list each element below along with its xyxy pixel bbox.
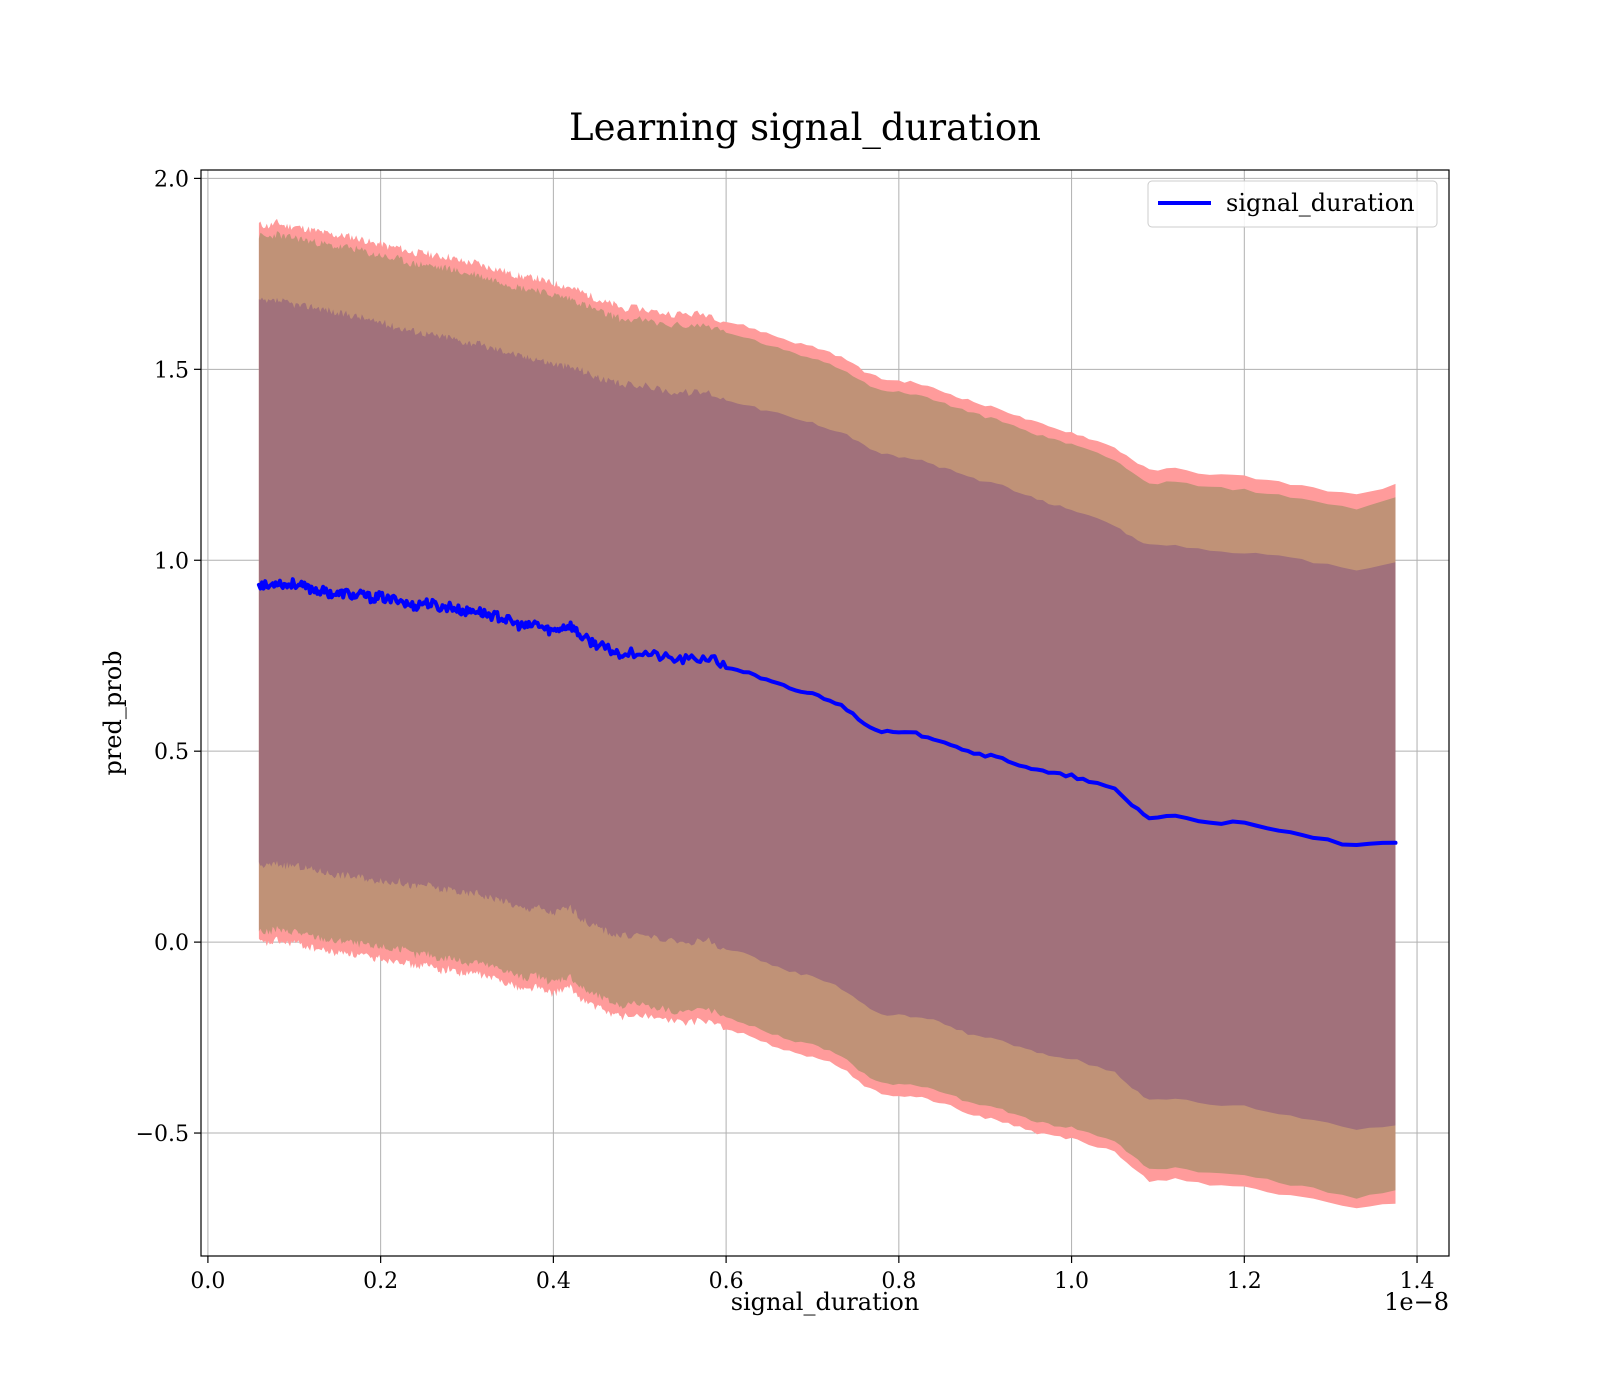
x-tick-label: 0.0 <box>190 1269 225 1294</box>
x-tick-label: 0.6 <box>709 1269 744 1294</box>
x-axis-offset-label: 1e−8 <box>1384 1288 1449 1316</box>
y-axis-title: pred_prob <box>99 650 127 775</box>
y-tick-label: 0.5 <box>154 740 189 765</box>
x-tick-label: 0.8 <box>881 1269 916 1294</box>
x-tick-label: 1.0 <box>1054 1269 1089 1294</box>
x-axis-title: signal_duration <box>731 1288 920 1316</box>
x-tick-label: 0.2 <box>363 1269 398 1294</box>
legend-box <box>1147 180 1438 228</box>
x-axis-ticks: 0.0 0.2 0.4 0.6 0.8 1.0 1.2 1.4 <box>190 1256 1435 1294</box>
x-tick-label: 1.4 <box>1400 1269 1435 1294</box>
y-axis-ticks: −0.5 0.0 0.5 1.0 1.5 2.0 <box>136 167 201 1147</box>
series-line <box>256 577 1398 847</box>
x-tick-label: 0.4 <box>536 1269 571 1294</box>
y-tick-label: 1.0 <box>154 549 189 574</box>
x-tick-label: 1.2 <box>1227 1269 1262 1294</box>
y-tick-label: −0.5 <box>136 1122 189 1147</box>
chart-title: Learning signal_duration <box>569 106 1041 150</box>
legend-label: signal_duration <box>1226 189 1415 217</box>
confidence-bands <box>258 218 1396 1209</box>
legend: signal_duration <box>1147 180 1438 228</box>
y-tick-label: 0.0 <box>154 931 189 956</box>
plot-frame <box>200 169 1450 1257</box>
band-inner <box>258 297 1396 1130</box>
y-tick-label: 2.0 <box>154 167 189 192</box>
y-tick-label: 1.5 <box>154 358 189 383</box>
